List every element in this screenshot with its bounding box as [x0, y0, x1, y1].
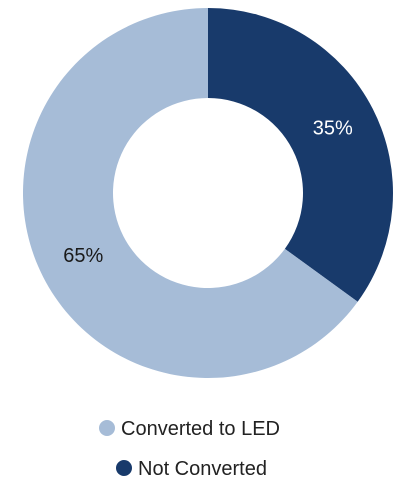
slice-labels-layer: 35% 65% — [63, 118, 353, 267]
chart-legend: Converted to LED Not Converted — [99, 418, 280, 480]
slices-layer — [23, 8, 393, 379]
legend-swatch-converted — [99, 420, 115, 436]
slice-label-not-converted: 35% — [313, 118, 353, 140]
slice-label-converted-to-led: 65% — [63, 245, 103, 267]
slice-not-converted — [208, 8, 393, 302]
legend-item-converted: Converted to LED — [99, 418, 280, 440]
legend-label-not-converted: Not Converted — [138, 458, 267, 480]
legend-label-converted: Converted to LED — [121, 418, 280, 440]
legend-item-not-converted: Not Converted — [116, 458, 267, 480]
slice-converted-to-led — [23, 8, 358, 379]
legend-swatch-not-converted — [116, 460, 132, 476]
